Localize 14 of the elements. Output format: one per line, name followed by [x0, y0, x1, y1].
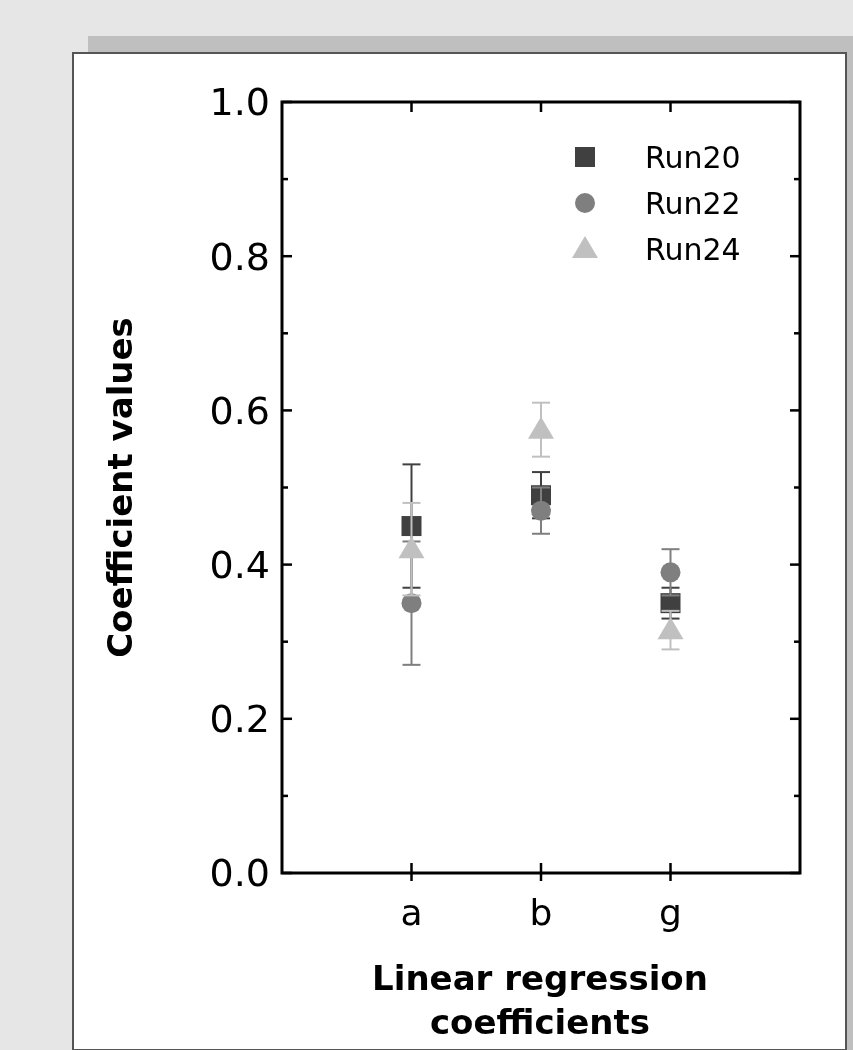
y-tick-label: 0.4	[209, 542, 270, 587]
y-axis-title: Coefficient values	[100, 317, 140, 658]
legend-label: Run24	[645, 231, 741, 267]
x-tick-label: b	[529, 892, 553, 933]
y-tick-label: 0.6	[209, 388, 270, 433]
y-tick-label: 0.2	[209, 697, 270, 742]
y-tick-label: 0.0	[209, 851, 270, 896]
y-tick-label: 1.0	[209, 80, 270, 125]
legend-label: Run22	[645, 185, 741, 221]
legend-label: Run20	[645, 139, 741, 175]
x-tick-label: a	[400, 892, 423, 933]
x-tick-label: g	[659, 892, 682, 933]
y-tick-label: 0.8	[209, 234, 270, 279]
x-axis-title: Linear regression coefficients	[372, 958, 708, 1042]
